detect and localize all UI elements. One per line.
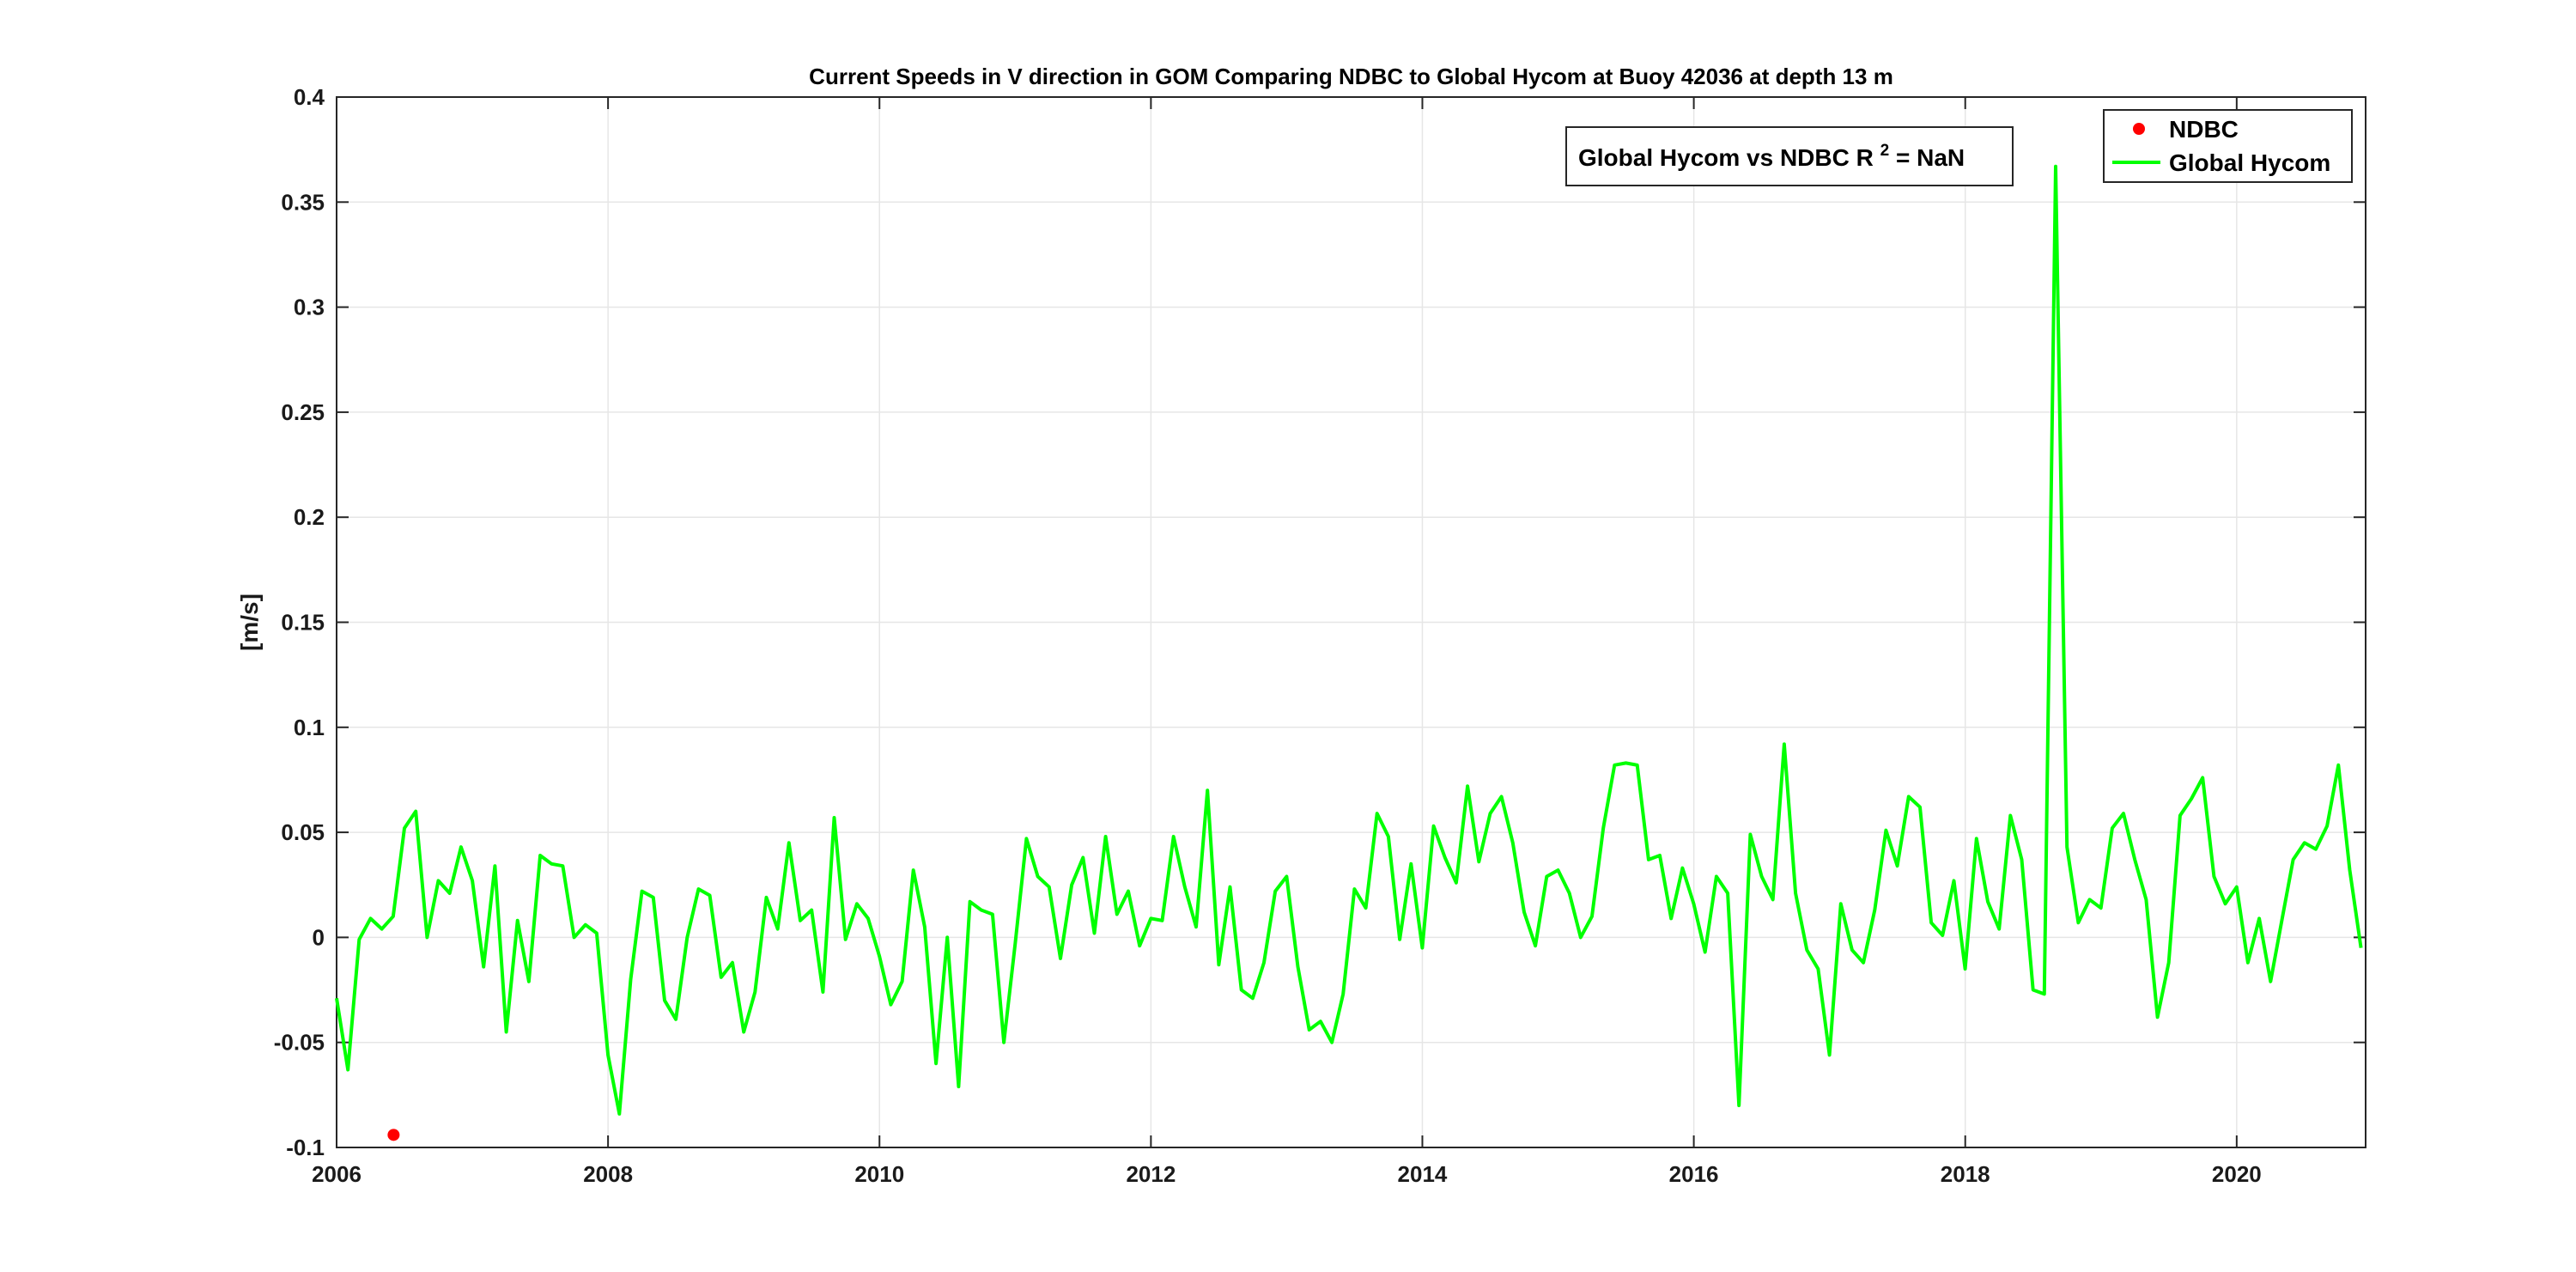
y-tick-label: -0.1 <box>286 1135 325 1160</box>
series-line-global-hycom <box>335 164 2363 1116</box>
y-tick-label: -0.05 <box>274 1030 325 1056</box>
y-tick-label: 0.1 <box>294 715 325 740</box>
legend-label-global-hycom: Global Hycom <box>2169 149 2330 176</box>
r-squared-annotation: Global Hycom vs NDBC R 2 = NaN <box>1565 126 2014 186</box>
y-tick-label: 0 <box>313 924 325 950</box>
y-tick-label: 0.3 <box>294 295 325 320</box>
legend-label-ndbc: NDBC <box>2169 116 2239 143</box>
x-tick-label: 2010 <box>854 1161 904 1187</box>
chart-title: Current Speeds in V direction in GOM Com… <box>809 64 1893 89</box>
y-tick-label: 0.2 <box>294 504 325 530</box>
x-tick-label: 2008 <box>583 1161 633 1187</box>
legend-ndbc-marker <box>2133 123 2145 135</box>
y-tick-label: 0.25 <box>281 399 325 425</box>
x-tick-label: 2016 <box>1669 1161 1719 1187</box>
legend-frame <box>2103 109 2353 183</box>
y-tick-label: 0.15 <box>281 610 325 636</box>
x-tick-label: 2020 <box>2212 1161 2262 1187</box>
y-axis-label: [m/s] <box>236 593 263 651</box>
x-tick-label: 2012 <box>1126 1161 1176 1187</box>
data-point-ndbc <box>387 1129 400 1141</box>
annotation-frame <box>1565 126 2014 186</box>
grid <box>336 96 2366 1148</box>
x-tick-label: 2006 <box>312 1161 361 1187</box>
y-tick-label: 0.4 <box>294 84 325 110</box>
legend: NDBC Global Hycom <box>2103 109 2353 183</box>
y-tick-label: 0.05 <box>281 819 325 845</box>
annotation-suffix: = NaN <box>1896 144 1965 171</box>
annotation-main: Global Hycom vs NDBC R <box>1578 144 1874 171</box>
y-tick-label: 0.35 <box>281 189 325 215</box>
annotation-superscript: 2 <box>1880 142 1890 160</box>
plot-series <box>335 164 2363 1141</box>
x-tick-label: 2014 <box>1398 1161 1448 1187</box>
axis-ticks: 2006 2008 2010 2012 2014 2016 2018 2020 -0.1 -0.0… <box>274 84 2366 1187</box>
annotation-text: Global Hycom vs NDBC R 2 = NaN <box>1578 134 1965 171</box>
x-tick-label: 2018 <box>1941 1161 1990 1187</box>
